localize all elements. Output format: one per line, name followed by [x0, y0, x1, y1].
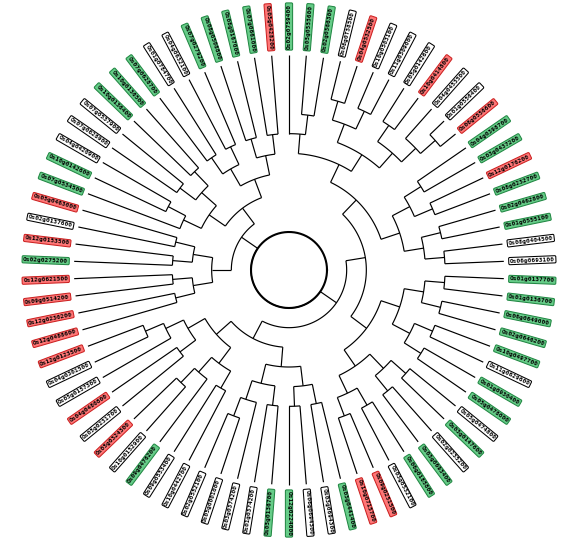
Text: Os03g0374200: Os03g0374200	[223, 484, 239, 529]
Text: Os05g0474800: Os05g0474800	[458, 408, 497, 440]
Text: Os08g0404500: Os08g0404500	[508, 236, 553, 246]
Text: Os07g0279200: Os07g0279200	[183, 24, 205, 67]
Text: Os11g0629600: Os11g0629600	[488, 362, 531, 386]
Text: Os02g0566300: Os02g0566300	[322, 7, 334, 52]
Text: Os03g0693400: Os03g0693400	[420, 445, 451, 484]
Text: Os10g0503100: Os10g0503100	[373, 24, 395, 67]
Text: Os02g0275200: Os02g0275200	[23, 257, 68, 264]
Text: Os05g0142600: Os05g0142600	[405, 44, 434, 84]
Text: Os03g0532100: Os03g0532100	[390, 465, 415, 507]
Text: Os04g0532500: Os04g0532500	[357, 17, 376, 61]
Text: Os01g0784700: Os01g0784700	[144, 44, 173, 84]
Text: Os05g0428200: Os05g0428200	[265, 5, 274, 50]
Text: Os02g0759400: Os02g0759400	[287, 4, 291, 49]
Text: Os03g0441400: Os03g0441400	[339, 484, 355, 529]
Text: Os09g0514200: Os09g0514200	[25, 294, 70, 305]
Text: Os02g0462800: Os02g0462800	[501, 193, 545, 211]
Text: Os02g0137600: Os02g0137600	[28, 214, 73, 229]
Text: Os10g0414800: Os10g0414800	[420, 56, 451, 95]
Text: Os12g0224000: Os12g0224000	[287, 491, 291, 536]
Text: Os01g0374200: Os01g0374200	[244, 488, 256, 533]
Text: Os04g0453500: Os04g0453500	[434, 69, 467, 106]
Text: Os06g0694300: Os06g0694300	[304, 490, 313, 535]
Text: Os08g0508800: Os08g0508800	[202, 17, 221, 61]
Text: Os01g0555100: Os01g0555100	[505, 214, 550, 229]
Text: Os05g0001000: Os05g0001000	[202, 479, 221, 523]
Text: Os07g0628900: Os07g0628900	[69, 117, 109, 146]
Text: Os03g0147600: Os03g0147600	[447, 421, 483, 456]
Text: Os10g0136500: Os10g0136500	[111, 69, 144, 106]
Text: Os12g0153500: Os12g0153500	[25, 236, 70, 246]
Text: Os10g0142600: Os10g0142600	[47, 153, 90, 178]
Text: Os05g0555600: Os05g0555600	[304, 5, 313, 50]
Text: Os12g0176200: Os12g0176200	[488, 153, 531, 178]
Text: Os07g0628700: Os07g0628700	[127, 56, 158, 95]
Text: Os12g0488600: Os12g0488600	[33, 329, 77, 346]
Text: Os05g0231700: Os05g0231700	[81, 408, 120, 440]
Text: Os11g0309000: Os11g0309000	[390, 33, 415, 76]
Text: Os02g0552100: Os02g0552100	[183, 472, 205, 516]
Text: Os03g0437200: Os03g0437200	[479, 135, 521, 162]
Text: Os01g0556400: Os01g0556400	[447, 84, 483, 119]
Text: Os09g0476200: Os09g0476200	[127, 445, 158, 484]
Text: Os04g0420900: Os04g0420900	[57, 135, 99, 162]
Text: Os08g0232700: Os08g0232700	[495, 173, 539, 194]
Text: Os05g0478000: Os05g0478000	[469, 393, 509, 423]
Text: Os10g0497700: Os10g0497700	[495, 346, 539, 367]
Text: Os04g0632100: Os04g0632100	[163, 33, 188, 76]
Text: Os05g0324300: Os05g0324300	[95, 421, 131, 456]
Text: Os05g0136700: Os05g0136700	[265, 490, 274, 535]
Text: Os07g0537900: Os07g0537900	[81, 100, 120, 132]
Text: Os10g0442700: Os10g0442700	[163, 465, 188, 507]
Text: Os07g0661000: Os07g0661000	[244, 7, 256, 52]
Text: Os10g0715700: Os10g0715700	[357, 479, 376, 523]
Text: Os06g0649000: Os06g0649000	[505, 312, 550, 326]
Text: Os08g0167000: Os08g0167000	[223, 11, 239, 56]
Text: Os01g0136700: Os01g0136700	[508, 294, 553, 305]
Text: Os04g0480800: Os04g0480800	[69, 393, 109, 423]
Text: Os04g0398700: Os04g0398700	[469, 117, 509, 146]
Text: Os10g0152900: Os10g0152900	[111, 434, 144, 471]
Text: Os02g0235200: Os02g0235200	[434, 434, 467, 471]
Text: Os06g0556600: Os06g0556600	[458, 100, 497, 132]
Text: Os06g0693100: Os06g0693100	[510, 257, 555, 264]
Text: Os12g0123500: Os12g0123500	[39, 346, 83, 367]
Text: Os10g0136400: Os10g0136400	[95, 84, 131, 119]
Text: Os12g0230200: Os12g0230200	[28, 312, 73, 326]
Text: Os09g0251500: Os09g0251500	[373, 472, 395, 516]
Text: Os12g0621500: Os12g0621500	[23, 276, 68, 283]
Text: Os01g0137700: Os01g0137700	[510, 276, 555, 283]
Text: Os06g0185800: Os06g0185800	[405, 455, 434, 496]
Text: Os04g0301500: Os04g0301500	[47, 362, 90, 386]
Text: Os05g0463000: Os05g0463000	[33, 193, 77, 211]
Text: Os05g0157300: Os05g0157300	[57, 378, 99, 405]
Text: Os03g0694300: Os03g0694300	[322, 488, 334, 533]
Text: Os07g0534500: Os07g0534500	[39, 173, 83, 194]
Text: Os06g0T58500: Os06g0T58500	[339, 11, 355, 56]
Text: Os09g0553400: Os09g0553400	[144, 455, 173, 496]
Text: Os01g0930400: Os01g0930400	[479, 378, 521, 405]
Text: Os02g0646200: Os02g0646200	[501, 329, 545, 346]
